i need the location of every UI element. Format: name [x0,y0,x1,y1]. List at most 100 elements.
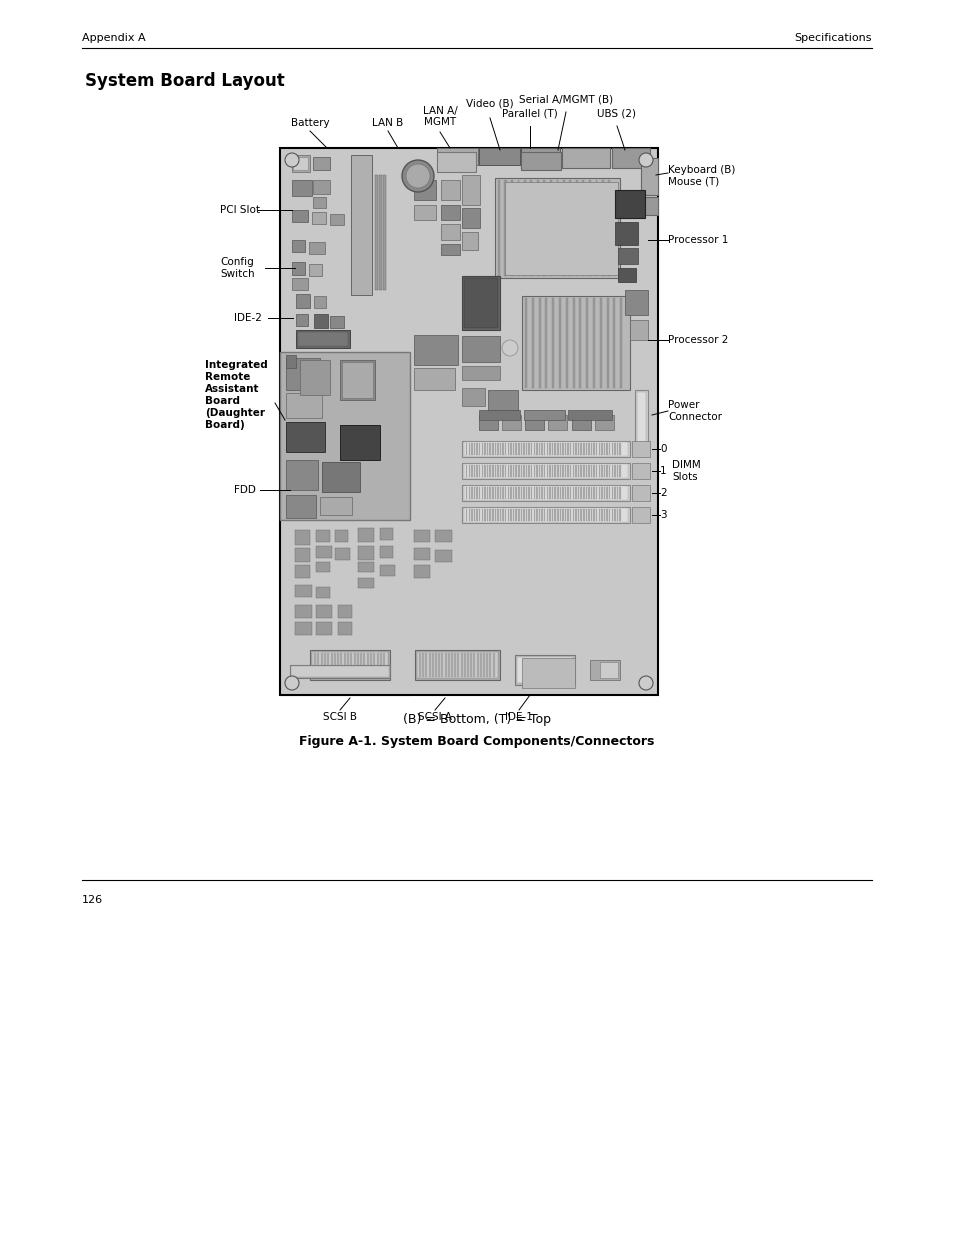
Bar [585,466,586,477]
Bar [517,487,519,499]
Bar [582,487,584,499]
Bar [531,466,532,477]
Bar [557,509,558,521]
Bar [339,425,379,459]
Text: IDE-1: IDE-1 [504,713,533,722]
Bar [520,487,521,499]
Text: Integrated: Integrated [205,359,268,370]
Bar [557,466,558,477]
Bar [599,662,618,678]
Bar [554,487,556,499]
Bar [286,495,315,517]
Bar [546,466,548,477]
Bar [536,466,537,477]
Bar [552,298,554,388]
Bar [502,466,503,477]
Text: DIMM: DIMM [671,459,700,471]
Bar [515,466,517,477]
Bar [504,509,506,521]
Bar [557,487,558,499]
Bar [600,443,602,454]
Bar [461,275,499,330]
Bar [440,180,459,200]
Bar [356,653,358,677]
Bar [428,653,430,677]
Bar [600,487,602,499]
Bar [280,618,410,695]
Bar [517,509,519,521]
Bar [415,650,499,680]
Bar [324,653,326,677]
Text: Processor 1: Processor 1 [667,235,727,245]
Bar [414,368,455,390]
Bar [315,605,332,618]
Bar [497,180,499,275]
Bar [525,487,527,499]
Bar [478,415,497,430]
Bar [280,148,658,695]
Bar [373,653,375,677]
Bar [606,487,607,499]
Bar [606,298,608,388]
Bar [486,466,488,477]
Bar [494,509,496,521]
Bar [461,207,479,228]
Bar [463,487,627,500]
Bar [465,466,467,477]
Bar [357,529,374,542]
Bar [310,650,390,680]
Bar [467,653,469,677]
Bar [635,390,647,450]
Bar [520,509,521,521]
Bar [478,487,480,499]
Bar [313,157,330,170]
Text: FDD: FDD [233,485,255,495]
Bar [463,442,627,456]
Bar [593,487,595,499]
Bar [489,466,491,477]
Bar [330,316,344,329]
Bar [617,487,618,499]
Bar [569,180,571,275]
Bar [588,466,589,477]
Bar [590,487,592,499]
Bar [593,509,595,521]
Bar [436,152,476,172]
Bar [562,180,564,275]
Bar [618,268,636,282]
Bar [637,391,645,448]
Bar [640,198,658,215]
Bar [414,530,430,542]
Text: Figure A-1. System Board Components/Connectors: Figure A-1. System Board Components/Conn… [299,735,654,748]
Bar [528,509,529,521]
Bar [569,466,571,477]
Bar [596,487,597,499]
Bar [292,180,312,196]
Bar [618,487,620,499]
Bar [463,464,627,478]
Bar [582,509,584,521]
Bar [631,441,649,457]
Bar [546,509,548,521]
Bar [502,487,503,499]
Bar [567,410,612,420]
Bar [520,152,560,170]
Text: Battery: Battery [291,119,329,128]
Bar [315,587,330,598]
Text: PCI Slot: PCI Slot [220,205,260,215]
Bar [615,222,638,245]
Bar [504,180,506,275]
Bar [357,546,374,559]
Bar [481,509,482,521]
Bar [521,296,629,390]
Bar [582,466,584,477]
Bar [440,205,459,220]
Bar [463,278,497,329]
Bar [486,487,488,499]
Bar [520,443,521,454]
Bar [476,653,478,677]
Bar [511,180,513,275]
Bar [557,443,558,454]
Bar [558,298,560,388]
Bar [617,443,618,454]
